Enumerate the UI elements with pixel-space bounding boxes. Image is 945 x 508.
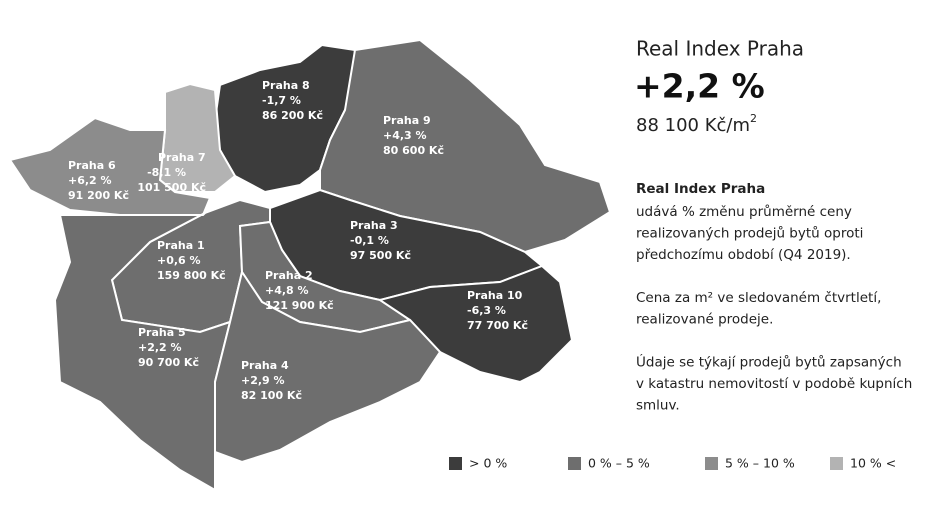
legend-swatch — [830, 457, 843, 470]
heading: Real Index Praha — [636, 181, 765, 197]
district-price: 82 100 Kč — [241, 389, 302, 402]
paragraph-line: realizované prodeje. — [636, 312, 773, 328]
paragraph-line: předchozímu období (Q4 2019). — [636, 247, 851, 263]
paragraph-line: Cena za m² ve sledovaném čtvrtletí, — [636, 290, 881, 306]
district-name: Praha 4 — [241, 359, 289, 372]
district-price: 77 700 Kč — [467, 319, 528, 332]
district-name: Praha 3 — [350, 219, 398, 232]
legend-label: 5 % – 10 % — [725, 456, 795, 471]
district-change: +6,2 % — [68, 174, 112, 187]
district-name: Praha 6 — [68, 159, 116, 172]
paragraph-line: udává % změnu průměrné ceny — [636, 204, 852, 220]
district — [8, 116, 212, 216]
district-name: Praha 9 — [383, 114, 431, 127]
district-change: -6,3 % — [467, 304, 506, 317]
legend-swatch — [568, 457, 581, 470]
district-change: +2,9 % — [241, 374, 285, 387]
map: Praha 8 -1,7 % 86 200 Kč Praha 9 +4,3 % 80 60… — [8, 38, 612, 492]
district — [214, 269, 442, 464]
district-name: Praha 1 — [157, 239, 205, 252]
legend-label: 10 % < — [850, 456, 896, 471]
legend: > 0 % 0 % – 5 % 5 % – 10 % 10 % < — [449, 456, 896, 471]
paragraph-line: realizovaných prodejů bytů oproti — [636, 226, 863, 242]
district-name: Praha 5 — [138, 326, 186, 339]
index-price: 88 100 Kč/m2 — [636, 112, 757, 136]
paragraph-line: Údaje se týkají prodejů bytů zapsaných — [636, 353, 902, 371]
legend-swatch — [705, 457, 718, 470]
district-price: 80 600 Kč — [383, 144, 444, 157]
legend-label: 0 % – 5 % — [588, 456, 650, 471]
district-change: +4,8 % — [265, 284, 309, 297]
legend-swatch — [449, 457, 462, 470]
district-price: 159 800 Kč — [157, 269, 226, 282]
paragraph-line: smluv. — [636, 398, 680, 414]
district-name: Praha 2 — [265, 269, 313, 282]
district-change: +4,3 % — [383, 129, 427, 142]
district-price: 121 900 Kč — [265, 299, 334, 312]
price: 88 100 Kč/m — [636, 115, 750, 136]
district-name: Praha 10 — [467, 289, 523, 302]
district-change: -1,7 % — [262, 94, 301, 107]
paragraphs: udává % změnu průměrné ceny realizovaných… — [636, 204, 912, 414]
district-change: -8,1 % — [147, 166, 186, 179]
district-name: Praha 7 — [158, 151, 206, 164]
district-price: 91 200 Kč — [68, 189, 129, 202]
district-price: 101 500 Kč — [137, 181, 206, 194]
index-title: Real Index Praha — [636, 37, 804, 61]
district-change: +2,2 % — [138, 341, 182, 354]
index-value: +2,2 % — [634, 67, 765, 106]
district-price: 97 500 Kč — [350, 249, 411, 262]
paragraph-line: v katastru nemovitostí v podobě kupních — [636, 376, 912, 392]
sup: 2 — [750, 112, 757, 125]
district-name: Praha 8 — [262, 79, 310, 92]
legend-label: > 0 % — [469, 456, 507, 471]
district-price: 86 200 Kč — [262, 109, 323, 122]
district-price: 90 700 Kč — [138, 356, 199, 369]
district-change: +0,6 % — [157, 254, 201, 267]
district-change: -0,1 % — [350, 234, 389, 247]
